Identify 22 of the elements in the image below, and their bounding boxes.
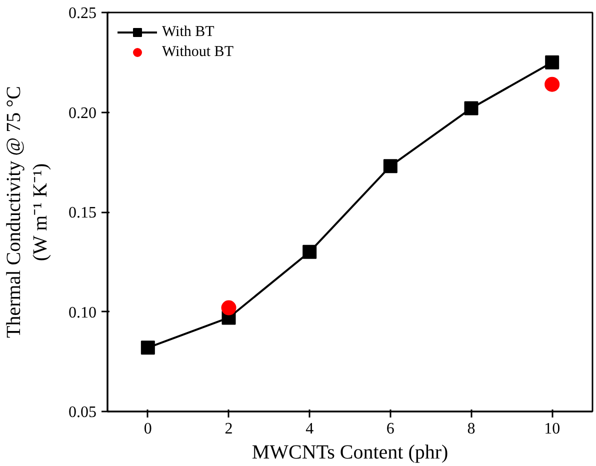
x-axis-title: MWCNTs Content (phr) — [252, 442, 448, 464]
y-tick-label: 0.20 — [68, 104, 96, 122]
x-tick-label: 2 — [224, 420, 233, 438]
point — [221, 300, 236, 316]
y-tick-label: 0.25 — [68, 5, 96, 22]
y-tick-label: 0.15 — [68, 204, 96, 222]
legend-label: Without BT — [162, 44, 234, 60]
x-tick-label: 10 — [544, 420, 560, 438]
y-tick-label: 0.10 — [68, 304, 96, 322]
point — [302, 244, 317, 259]
point — [140, 340, 155, 355]
y-axis-title: Thermal Conductivity @ 75 °C (W m⁻¹ K⁻¹) — [3, 86, 52, 338]
x-tick-label: 4 — [306, 420, 314, 438]
legend-label: With BT — [162, 24, 214, 40]
point — [464, 101, 478, 116]
y-tick-label: 0.05 — [68, 404, 96, 421]
point — [545, 55, 560, 70]
point — [383, 159, 398, 174]
x-tick-label: 0 — [144, 420, 152, 438]
x-tick-label: 8 — [467, 420, 476, 438]
x-tick-label: 6 — [386, 420, 394, 438]
point — [544, 76, 560, 92]
